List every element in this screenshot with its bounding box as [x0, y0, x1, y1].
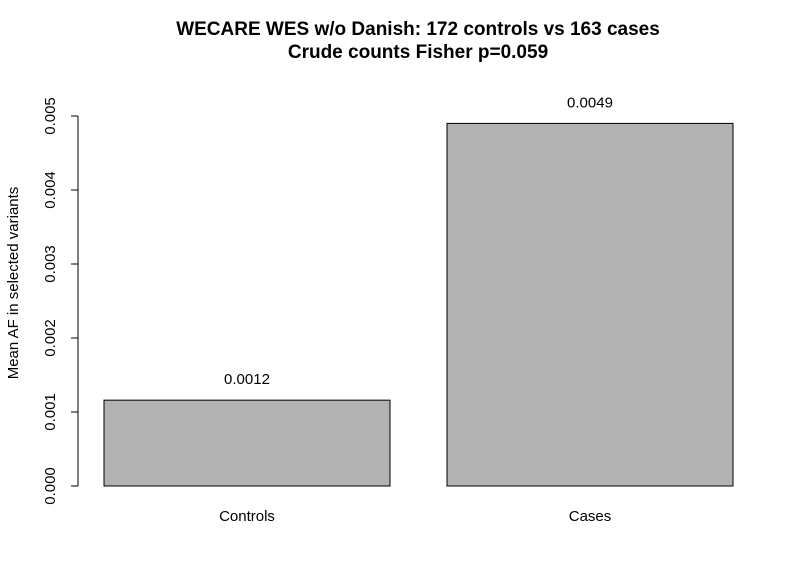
bar-value-label: 0.0049 — [567, 94, 613, 111]
y-axis-label: Mean AF in selected variants — [5, 187, 22, 380]
y-tick-label: 0.003 — [42, 245, 59, 283]
x-category-label: Cases — [569, 508, 612, 525]
bar-value-label: 0.0012 — [224, 371, 270, 388]
y-tick-label: 0.004 — [42, 171, 59, 209]
chart-title: WECARE WES w/o Danish: 172 controls vs 1… — [176, 19, 660, 40]
y-axis: 0.000 0.001 0.002 0.003 0.004 0.005 — [42, 97, 79, 505]
y-tick-label: 0.000 — [42, 467, 59, 505]
bars: 0.0012 Controls 0.0049 Cases — [103, 94, 734, 525]
y-tick-label: 0.002 — [42, 319, 59, 357]
bar-controls — [103, 399, 391, 487]
bar-cases — [446, 122, 734, 487]
y-tick-label: 0.001 — [42, 393, 59, 431]
chart-subtitle: Crude counts Fisher p=0.059 — [288, 42, 548, 63]
y-tick-label: 0.005 — [42, 97, 59, 135]
x-category-label: Controls — [219, 508, 275, 525]
